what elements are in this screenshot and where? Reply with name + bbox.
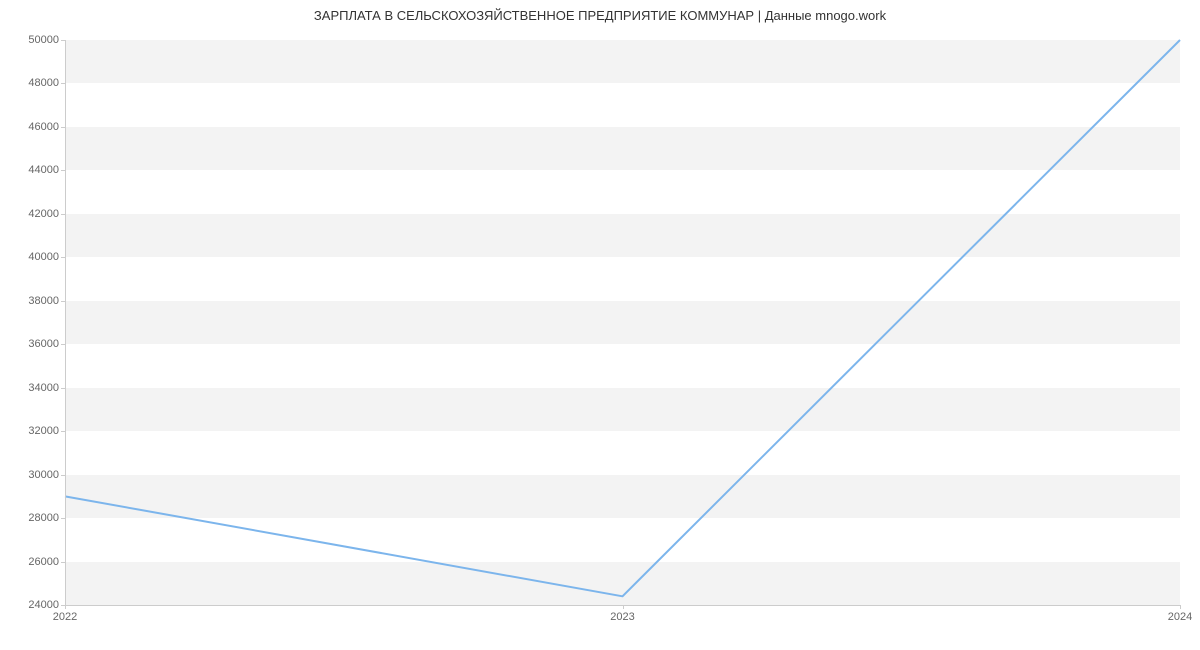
- y-tick-label: 46000: [28, 121, 59, 133]
- y-tick-label: 24000: [28, 599, 59, 611]
- y-tick-label: 26000: [28, 556, 59, 568]
- y-tick-label: 44000: [28, 164, 59, 176]
- series-line: [65, 40, 1180, 596]
- y-tick-label: 50000: [28, 34, 59, 46]
- y-axis-line: [65, 40, 66, 605]
- plot-area: 2400026000280003000032000340003600038000…: [65, 40, 1180, 605]
- y-tick-label: 38000: [28, 295, 59, 307]
- x-tick-label: 2024: [1168, 611, 1192, 623]
- x-axis-line: [65, 605, 1180, 606]
- x-tick-label: 2022: [53, 611, 77, 623]
- y-tick-label: 34000: [28, 382, 59, 394]
- y-tick-label: 36000: [28, 338, 59, 350]
- y-tick-label: 28000: [28, 512, 59, 524]
- y-tick-label: 30000: [28, 469, 59, 481]
- y-tick-label: 48000: [28, 77, 59, 89]
- y-tick-label: 40000: [28, 251, 59, 263]
- y-tick-label: 32000: [28, 425, 59, 437]
- chart-title: ЗАРПЛАТА В СЕЛЬСКОХОЗЯЙСТВЕННОЕ ПРЕДПРИЯ…: [0, 8, 1200, 23]
- y-tick-label: 42000: [28, 208, 59, 220]
- x-tick-mark: [1180, 605, 1181, 609]
- salary-line-chart: ЗАРПЛАТА В СЕЛЬСКОХОЗЯЙСТВЕННОЕ ПРЕДПРИЯ…: [0, 0, 1200, 650]
- x-tick-label: 2023: [610, 611, 634, 623]
- line-series: [65, 40, 1180, 605]
